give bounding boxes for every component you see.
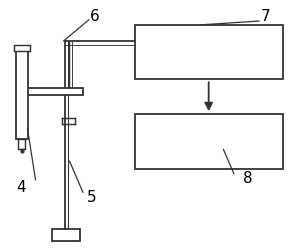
Bar <box>135 114 283 169</box>
Bar <box>18 139 25 149</box>
Bar <box>135 25 283 79</box>
Text: 8: 8 <box>243 171 252 186</box>
Text: 7: 7 <box>260 9 270 24</box>
Bar <box>14 45 30 51</box>
Text: 6: 6 <box>90 9 100 24</box>
Bar <box>16 50 28 139</box>
Text: 5: 5 <box>87 190 97 205</box>
Bar <box>22 88 83 95</box>
Bar <box>52 229 80 241</box>
Text: 4: 4 <box>16 180 26 195</box>
